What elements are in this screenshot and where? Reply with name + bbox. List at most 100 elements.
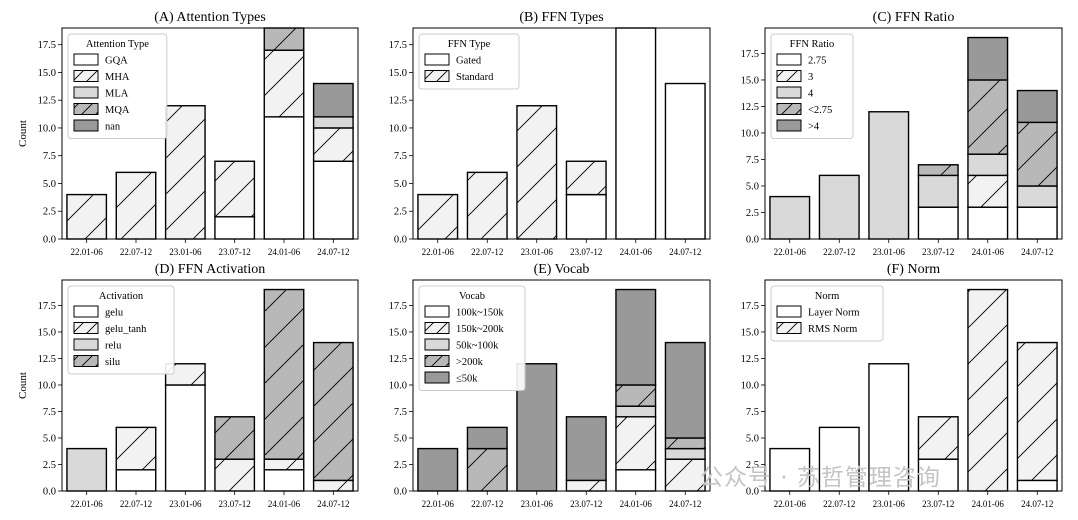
legend-label: GQA <box>105 56 128 67</box>
bar-hatch <box>467 448 508 491</box>
y-axis-label: Count <box>17 120 29 147</box>
y-tick-label: 5.0 <box>746 433 759 444</box>
y-tick-label: 7.5 <box>394 407 407 418</box>
y-tick-label: 2.5 <box>43 460 56 471</box>
bar-hatch <box>566 161 607 195</box>
legend-swatch <box>777 306 801 317</box>
panel-4: (D) FFN Activation Count 0.0 2.5 5.0 7.5 10.0 1… <box>17 262 359 509</box>
bar-hatch <box>264 459 304 470</box>
x-tick-label: 24.01-06 <box>972 247 1005 257</box>
bar-hatch <box>313 480 354 491</box>
bar-hatch <box>214 416 255 460</box>
legend-label: 150k~200k <box>456 324 504 335</box>
bar-hatch <box>264 28 304 51</box>
legend-swatch <box>74 54 98 65</box>
panel-5: (E) Vocab 0.0 2.5 5.0 7.5 10.0 12.5 15.0 17.5 22.… <box>389 262 711 509</box>
bar-segment <box>868 363 909 491</box>
bar-segment <box>665 342 706 438</box>
legend-label: Gated <box>456 56 482 67</box>
bar-hatch <box>967 175 1008 208</box>
bar-hatch <box>467 172 508 239</box>
x-tick-label: 22.01-06 <box>774 499 807 509</box>
bar-outline <box>615 288 657 386</box>
legend-label: <2.75 <box>808 105 832 116</box>
bar-hatch <box>214 459 255 491</box>
legend-swatch <box>425 372 449 383</box>
y-tick-label: 2.5 <box>394 207 407 218</box>
bar-segment <box>967 37 1008 80</box>
legend-swatch <box>777 120 801 131</box>
chart-title: (C) FFN Ratio <box>873 10 955 25</box>
bar-outline <box>565 160 607 196</box>
bar-segment <box>615 28 656 239</box>
bar-hatch <box>967 79 1008 155</box>
bar-hatch <box>967 289 1008 491</box>
y-tick-label: 7.5 <box>746 407 759 418</box>
bar-hatch <box>1017 122 1058 186</box>
bar-outline <box>565 416 607 482</box>
bar-hatch <box>566 480 607 491</box>
bar-segment <box>615 469 656 491</box>
bar-hatch <box>665 459 706 491</box>
bar-hatch <box>918 164 959 176</box>
legend-swatch-outline <box>73 338 99 351</box>
legend-swatch-outline <box>776 86 802 99</box>
bar-hatch <box>313 127 354 162</box>
y-tick-label: 12.5 <box>741 102 759 113</box>
legend-label: MQA <box>105 105 130 116</box>
legend-swatch <box>74 339 98 350</box>
legend-label: 2.75 <box>808 56 826 67</box>
plot-frame <box>412 279 711 492</box>
legend-swatch-outline <box>73 103 99 115</box>
bar-segment <box>1017 207 1058 239</box>
y-tick-label: 7.5 <box>394 151 407 162</box>
bar-outline <box>917 416 959 460</box>
y-tick-label: 12.5 <box>741 354 759 365</box>
bar-segment <box>566 416 607 481</box>
y-tick-label: 12.5 <box>389 96 407 107</box>
y-tick-label: 10.0 <box>741 128 759 139</box>
bar-segment <box>769 196 810 239</box>
bar-segment <box>264 116 304 239</box>
bar-segment <box>1017 185 1058 208</box>
y-tick-label: 10.0 <box>38 380 56 391</box>
panel-6: (F) Norm 0.0 2.5 5.0 7.5 10.0 12.5 15.0 17.5 22.0… <box>741 262 1063 509</box>
legend: Attention Type GQA MHA MLA MQA nan <box>67 33 168 139</box>
bar-segment <box>264 469 304 491</box>
x-tick-label: 23.07-12 <box>219 247 251 257</box>
bar-hatch <box>918 416 959 460</box>
x-tick-label: 22.07-12 <box>471 499 503 509</box>
y-tick-label: 0.0 <box>43 235 56 246</box>
x-tick-label: 23.07-12 <box>219 499 251 509</box>
y-tick-label: 15.0 <box>741 327 759 338</box>
y-tick-label: 0.0 <box>746 487 759 498</box>
bar-hatch <box>214 161 255 217</box>
x-tick-label: 23.01-06 <box>521 247 554 257</box>
x-tick-label: 22.07-12 <box>823 247 855 257</box>
x-tick-label: 22.07-12 <box>471 247 503 257</box>
bar-hatch <box>66 194 107 239</box>
y-tick-label: 0.0 <box>746 235 759 246</box>
legend-label: silu <box>105 357 121 368</box>
bar-outline <box>466 426 508 450</box>
bar-hatch <box>417 194 458 239</box>
x-tick-label: 24.01-06 <box>268 247 301 257</box>
legend-label: 50k~100k <box>456 341 499 352</box>
legend-swatch-outline <box>776 119 802 132</box>
y-tick-label: 12.5 <box>38 96 56 107</box>
x-tick-label: 24.07-12 <box>317 247 349 257</box>
bar-segment <box>1017 90 1058 123</box>
x-tick-label: 24.01-06 <box>268 499 301 509</box>
legend-title: Activation <box>99 291 144 302</box>
plot-frame <box>764 27 1063 240</box>
bar-hatch <box>165 363 206 385</box>
bar-hatch <box>313 342 354 481</box>
legend-swatch-outline <box>424 338 450 351</box>
bar-segment <box>313 83 354 117</box>
bar-segment <box>819 427 860 491</box>
legend-swatch-hatch <box>777 322 801 334</box>
bar-segment <box>967 154 1008 176</box>
legend-swatch <box>74 120 98 131</box>
x-tick-label: 24.07-12 <box>317 499 349 509</box>
panel-2: (B) FFN Types 0.0 2.5 5.0 7.5 10.0 12.5 15.0 17.… <box>389 10 711 257</box>
